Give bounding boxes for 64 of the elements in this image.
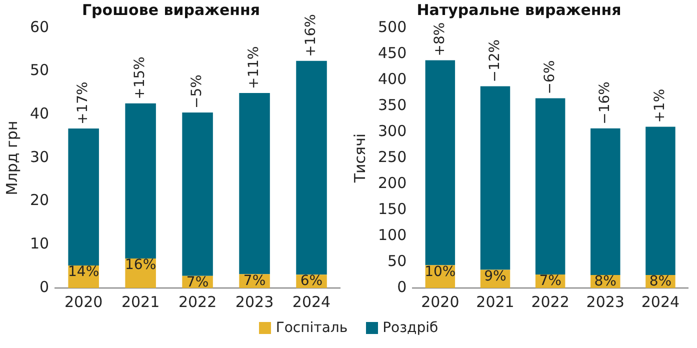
y-tick-label: 250 <box>378 148 407 166</box>
y-tick-label: 150 <box>378 200 407 218</box>
y-tick-label: 20 <box>30 191 50 210</box>
annotation: 8% <box>594 274 616 290</box>
annotation: 14% <box>68 264 100 280</box>
x-tick-label: 2023 <box>586 292 624 311</box>
annotation: −5% <box>189 74 206 108</box>
bar <box>480 86 510 270</box>
bar <box>590 128 620 275</box>
bar <box>125 103 156 259</box>
annotation: 9% <box>484 268 506 284</box>
x-tick-label: 2020 <box>421 292 460 311</box>
annotation: 7% <box>186 274 209 291</box>
x-tick-label: 2020 <box>64 292 103 311</box>
annotation: −12% <box>486 39 503 82</box>
y-tick-label: 40 <box>30 104 50 123</box>
annotation: +15% <box>132 56 148 100</box>
annotation: 16% <box>125 257 156 274</box>
x-tick-label: 2024 <box>641 292 680 311</box>
y-tick-label: 50 <box>30 61 50 80</box>
bar <box>182 112 213 276</box>
bar <box>296 60 327 275</box>
y-tick-label: 450 <box>378 44 407 62</box>
annotation: +17% <box>75 82 92 125</box>
annotation: 6% <box>300 273 323 290</box>
annotation: 8% <box>649 274 672 290</box>
chart-title: Натуральне вираження <box>416 0 622 19</box>
y-tick-label: 350 <box>378 96 407 114</box>
x-tick-label: 2023 <box>235 292 274 311</box>
annotation: +11% <box>246 46 262 89</box>
annotation: 7% <box>539 273 562 290</box>
annotation: +8% <box>432 22 448 56</box>
x-tick-label: 2022 <box>178 292 217 311</box>
annotation: +1% <box>652 88 668 123</box>
annotation: −16% <box>597 82 614 124</box>
bar <box>68 128 99 266</box>
y-axis-title: Тисячі <box>350 133 369 184</box>
y-tick-label: 50 <box>388 252 407 270</box>
legend-label: Роздріб <box>382 320 438 336</box>
legend-label: Госпіталь <box>276 320 348 336</box>
x-tick-label: 2021 <box>476 292 514 311</box>
y-tick-label: 500 <box>378 18 407 36</box>
bar <box>239 93 270 274</box>
x-tick-label: 2022 <box>531 292 570 311</box>
y-tick-label: 200 <box>378 174 407 192</box>
x-tick-label: 2021 <box>121 292 160 311</box>
y-tick-label: 30 <box>30 148 50 166</box>
annotation: +16% <box>303 14 320 57</box>
annotation: −6% <box>542 60 558 94</box>
annotation: 10% <box>424 264 456 280</box>
y-tick-label: 100 <box>378 226 407 244</box>
y-tick-label: 300 <box>378 122 407 140</box>
bar <box>535 98 566 274</box>
y-tick-label: 400 <box>378 70 407 88</box>
y-tick-label: 10 <box>30 234 50 253</box>
y-tick-label: 0 <box>397 278 407 296</box>
bar <box>646 126 676 275</box>
bar <box>425 60 456 266</box>
y-axis-title: Млрд грн <box>2 120 21 196</box>
y-tick-label: 0 <box>40 278 50 296</box>
chart-title: Грошове вираження <box>82 0 260 19</box>
annotation: 7% <box>243 272 266 289</box>
y-tick-label: 60 <box>30 18 50 36</box>
x-tick-label: 2024 <box>292 292 331 311</box>
